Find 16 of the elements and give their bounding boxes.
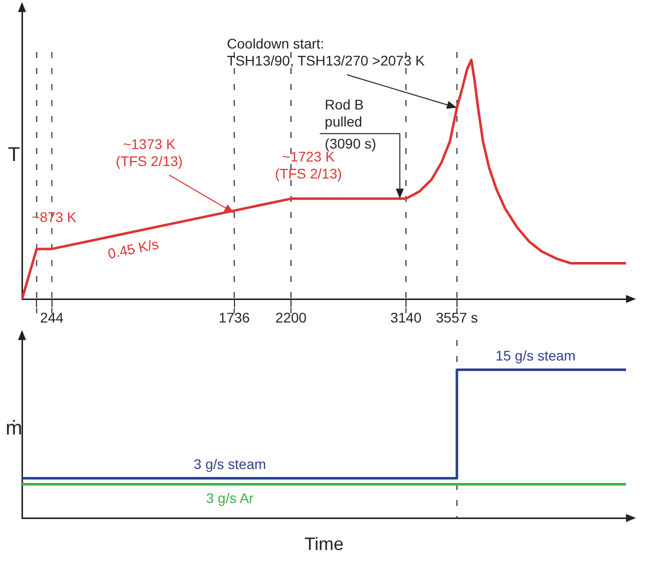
- x-axis-title: Time: [304, 534, 344, 554]
- annotation: 15 g/s steam: [495, 348, 576, 364]
- y-axis-title: ṁ: [6, 418, 22, 440]
- x-tick-label: 244: [40, 309, 64, 326]
- annotation: 0.45 K/s: [106, 236, 160, 262]
- annotation: ~873 K: [32, 208, 78, 225]
- annotation: Cooldown start: TSH13/90, TSH13/270 >2073 K: [226, 36, 426, 69]
- x-tick-label: 2200: [275, 309, 307, 326]
- annotation: 3 g/s steam: [194, 456, 266, 472]
- annotation: ~1373 K (TFS 2/13): [116, 136, 183, 169]
- x-tick-label: 1736: [218, 309, 250, 326]
- x-tick-label: 3557 s: [436, 309, 478, 326]
- annotation: 3 g/s Ar: [206, 490, 254, 506]
- x-tick-label: 3140: [390, 309, 422, 326]
- y-axis-title: T: [8, 144, 20, 166]
- annotation: Rod B pulled (3090 s): [324, 96, 376, 152]
